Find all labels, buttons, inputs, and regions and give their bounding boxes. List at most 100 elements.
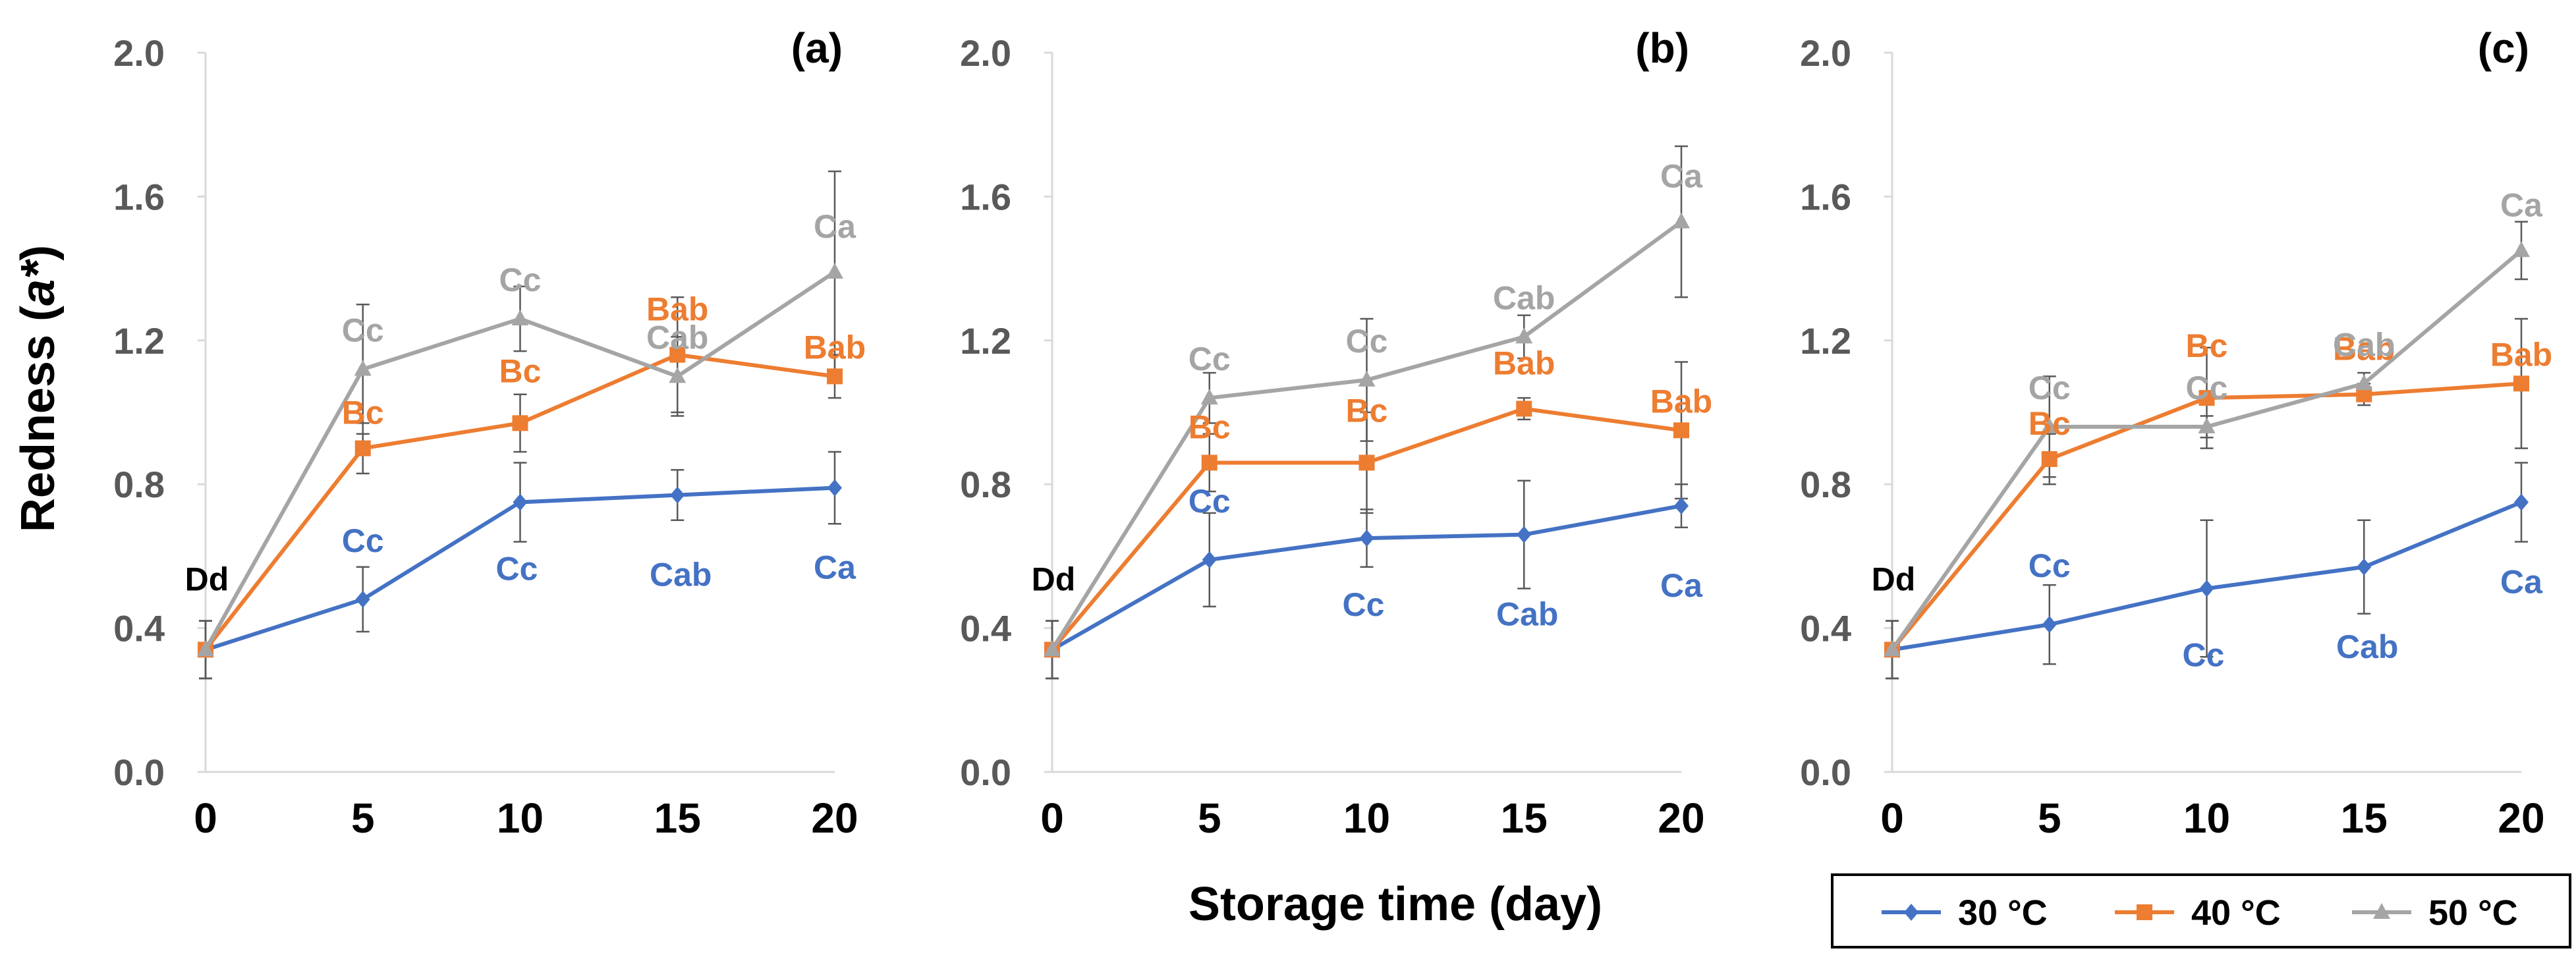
legend-label: 50 °C bbox=[2428, 893, 2518, 933]
significance-label-30c: Cab bbox=[1496, 596, 1558, 633]
data-point-50c bbox=[1044, 640, 1061, 657]
data-point-40c bbox=[2513, 375, 2529, 392]
legend-item: 30 °C bbox=[1882, 893, 2048, 933]
significance-label-50c: Cc bbox=[1346, 323, 1388, 360]
significance-label-40c: Bc bbox=[2186, 327, 2228, 364]
significance-label-30c: Cc bbox=[2029, 547, 2071, 584]
x-axis-title: Storage time (day) bbox=[1189, 878, 1602, 931]
panel-label: (a) bbox=[791, 24, 843, 72]
data-point-50c bbox=[197, 640, 214, 657]
y-tick-label: 0.4 bbox=[1800, 608, 1851, 649]
data-point-40c bbox=[1358, 454, 1375, 471]
significance-label-50c: Cc bbox=[1189, 341, 1231, 377]
y-tick-label: 0.0 bbox=[113, 752, 165, 793]
x-tick-label: 5 bbox=[2038, 794, 2061, 842]
legend-marker-icon bbox=[2137, 904, 2152, 920]
legend-item: 50 °C bbox=[2352, 893, 2518, 933]
significance-label-30c: Cc bbox=[2183, 637, 2225, 674]
significance-label-40c: Bc bbox=[1189, 408, 1231, 445]
data-point-30c bbox=[2042, 616, 2057, 634]
significance-label-50c: Ca bbox=[1660, 158, 1703, 195]
x-tick-label: 0 bbox=[194, 794, 217, 842]
significance-label-30c: Cab bbox=[2336, 628, 2398, 665]
y-tick-label: 2.0 bbox=[113, 32, 165, 74]
data-point-40c bbox=[669, 346, 686, 363]
significance-label-30c: Cc bbox=[342, 522, 384, 559]
data-point-40c bbox=[512, 415, 528, 431]
y-tick-label: 1.6 bbox=[960, 176, 1011, 217]
data-point-30c bbox=[670, 486, 685, 504]
data-point-30c bbox=[1359, 530, 1374, 547]
data-point-30c bbox=[2357, 558, 2372, 576]
legend-label: 40 °C bbox=[2191, 893, 2281, 933]
y-tick-label: 1.2 bbox=[960, 320, 1011, 362]
x-tick-label: 20 bbox=[811, 794, 858, 842]
y-tick-label: 0.0 bbox=[960, 752, 1011, 793]
legend-marker-icon bbox=[2373, 903, 2390, 919]
data-point-30c bbox=[827, 479, 842, 497]
data-point-50c bbox=[354, 360, 372, 376]
significance-label-30c: Ca bbox=[1660, 567, 1703, 604]
data-point-40c bbox=[827, 368, 843, 385]
significance-label-50c: Cab bbox=[1493, 279, 1555, 316]
x-tick-label: 0 bbox=[1040, 794, 1064, 842]
data-point-50c bbox=[1884, 640, 1901, 657]
legend-marker-icon bbox=[1904, 904, 1918, 921]
data-point-40c bbox=[1673, 422, 1689, 439]
data-point-40c bbox=[1201, 454, 1218, 471]
data-point-50c bbox=[1673, 212, 1690, 229]
x-tick-label: 10 bbox=[1343, 794, 1390, 842]
significance-label-50c: Cc bbox=[2029, 370, 2071, 406]
data-point-30c bbox=[355, 590, 370, 608]
y-tick-label: 2.0 bbox=[1800, 32, 1851, 74]
significance-label-40c: Bab bbox=[2490, 336, 2552, 373]
significance-label-40c: Bc bbox=[342, 395, 384, 431]
y-tick-label: 0.4 bbox=[113, 608, 165, 649]
initial-point-label: Dd bbox=[185, 561, 229, 597]
x-tick-label: 10 bbox=[2183, 794, 2230, 842]
legend: 30 °C 40 °C 50 °C bbox=[1831, 873, 2571, 948]
legend-item: 40 °C bbox=[2115, 893, 2281, 933]
data-point-40c bbox=[1516, 400, 1532, 417]
panel-label: (c) bbox=[2478, 24, 2529, 72]
y-tick-label: 2.0 bbox=[960, 32, 1011, 74]
data-point-50c bbox=[1200, 389, 1218, 405]
x-tick-label: 0 bbox=[1880, 794, 1904, 842]
y-tick-label: 0.4 bbox=[960, 608, 1011, 649]
x-tick-label: 20 bbox=[2498, 794, 2544, 842]
y-tick-label: 0.8 bbox=[960, 464, 1011, 505]
data-point-50c bbox=[1515, 327, 1533, 344]
panel-c: 0.0 0.4 0.8 1.2 1.6 2.0 0 5 10 15 20 Cc Cc Cab Ca Bc Bc B… bbox=[1800, 24, 2552, 842]
significance-label-40c: Bab bbox=[804, 329, 866, 366]
data-point-50c bbox=[669, 367, 686, 383]
data-point-50c bbox=[2198, 417, 2216, 433]
significance-label-40c: Bab bbox=[646, 291, 708, 328]
x-tick-label: 15 bbox=[1501, 794, 1548, 842]
significance-label-30c: Cc bbox=[496, 551, 538, 588]
chart-panels: 0.0 0.4 0.8 1.2 1.6 2.0 0 5 10 15 20 Cc Cc Cab Ca Bc Bc B… bbox=[113, 24, 2552, 842]
significance-label-40c: Bab bbox=[1493, 345, 1555, 382]
data-point-30c bbox=[2514, 493, 2529, 511]
data-point-40c bbox=[2198, 390, 2215, 406]
significance-label-30c: Cc bbox=[1343, 586, 1385, 623]
data-point-50c bbox=[1358, 370, 1376, 387]
data-point-30c bbox=[513, 493, 528, 511]
x-tick-label: 10 bbox=[497, 794, 544, 842]
data-point-50c bbox=[511, 310, 529, 326]
significance-label-50c: Cc bbox=[2186, 370, 2228, 406]
y-tick-label: 0.0 bbox=[1800, 752, 1851, 793]
y-tick-label: 1.2 bbox=[1800, 320, 1851, 362]
legend-label: 30 °C bbox=[1958, 893, 2048, 933]
data-point-30c bbox=[2199, 580, 2214, 597]
initial-point-label: Dd bbox=[1872, 561, 1916, 597]
significance-label-30c: Cc bbox=[1189, 483, 1231, 520]
significance-label-50c: Cab bbox=[2333, 326, 2395, 363]
significance-label-30c: Cab bbox=[650, 557, 712, 593]
significance-label-40c: Bc bbox=[2029, 405, 2071, 442]
y-tick-label: 1.2 bbox=[113, 320, 165, 362]
significance-label-40c: Bc bbox=[499, 352, 542, 389]
data-point-40c bbox=[354, 440, 371, 456]
y-tick-label: 0.8 bbox=[1800, 464, 1851, 505]
x-tick-label: 5 bbox=[351, 794, 375, 842]
